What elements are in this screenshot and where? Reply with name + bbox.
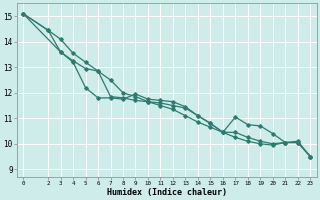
X-axis label: Humidex (Indice chaleur): Humidex (Indice chaleur) xyxy=(107,188,227,197)
